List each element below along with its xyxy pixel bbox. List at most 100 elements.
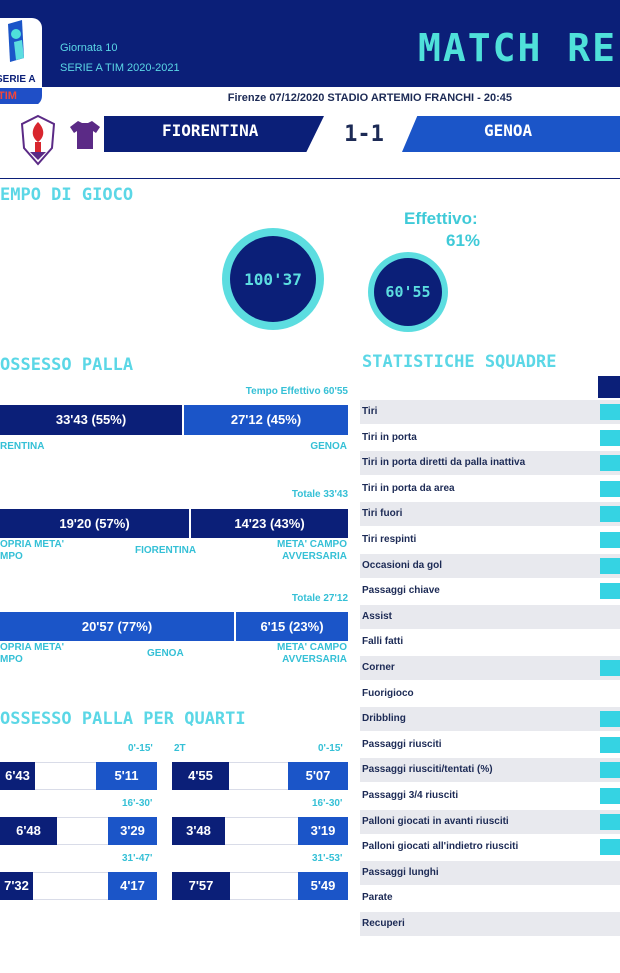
stats-row-label: Recuperi bbox=[362, 918, 405, 929]
stats-row-label: Fuorigioco bbox=[362, 688, 414, 699]
divider bbox=[0, 178, 620, 179]
stats-row-label: Tiri fuori bbox=[362, 508, 403, 519]
tempo-title: EMPO DI GIOCO bbox=[0, 185, 134, 205]
q3-2t-home: 7'57 bbox=[172, 872, 230, 900]
stats-row-label: Palloni giocati in avanti riusciti bbox=[362, 816, 509, 827]
season-label: SERIE A TIM 2020-2021 bbox=[60, 62, 180, 74]
gen-opp-half-label-2: AVVERSARIA bbox=[282, 654, 347, 665]
stats-row: Falli fatti bbox=[360, 630, 620, 654]
stats-row-label: Tiri in porta bbox=[362, 432, 417, 443]
q2-2t-gap bbox=[225, 817, 298, 845]
giornata-label: Giornata 10 bbox=[60, 42, 118, 54]
effective-time-circle: 60'55 bbox=[368, 252, 448, 332]
gen-own-half-label-2: MPO bbox=[0, 654, 23, 665]
stats-title: STATISTICHE SQUADRE bbox=[362, 352, 557, 372]
stats-row: Tiri respinti bbox=[360, 528, 620, 552]
stats-row-label: Passaggi 3/4 riusciti bbox=[362, 790, 459, 801]
stats-row-label: Tiri bbox=[362, 406, 378, 417]
fio-own-half-label-2: MPO bbox=[0, 551, 23, 562]
total-time-circle: 100'37 bbox=[222, 228, 324, 330]
gen-own-half-bar: 20'57 (77%) bbox=[0, 612, 234, 641]
home-team-bar bbox=[104, 116, 324, 152]
quarti-title: OSSESSO PALLA PER QUARTI bbox=[0, 709, 246, 729]
q2-2t-home: 3'48 bbox=[172, 817, 225, 845]
logo-text-tim: TIM bbox=[0, 88, 42, 104]
q3-1t-home: 7'32 bbox=[0, 872, 33, 900]
stats-value-cell bbox=[600, 762, 620, 778]
stats-row-label: Palloni giocati all'indietro riusciti bbox=[362, 841, 519, 852]
away-team-bar bbox=[402, 116, 620, 152]
effective-time-caption: Tempo Effettivo 60'55 bbox=[245, 386, 348, 397]
quarter-range-1t-1: 0'-15' bbox=[128, 743, 153, 754]
q2-1t-gap bbox=[57, 817, 108, 845]
stats-row: Passaggi 3/4 riusciti bbox=[360, 784, 620, 808]
stats-value-cell bbox=[600, 788, 620, 804]
serie-a-logo: SERIE A TIM bbox=[0, 18, 42, 106]
stats-value-cell bbox=[600, 839, 620, 855]
stats-row: Palloni giocati all'indietro riusciti bbox=[360, 835, 620, 859]
effettivo-label: Effettivo: bbox=[404, 209, 478, 228]
stats-value-cell bbox=[600, 814, 620, 830]
fiorentina-crest-icon bbox=[20, 114, 56, 166]
fio-team-label: FIORENTINA bbox=[135, 545, 197, 556]
q1-1t-away: 5'11 bbox=[96, 762, 157, 790]
stats-value-cell bbox=[600, 532, 620, 548]
q1-2t-home: 4'55 bbox=[172, 762, 229, 790]
quarter-range-2t-2: 16'-30' bbox=[312, 798, 343, 809]
stats-value-cell bbox=[600, 737, 620, 753]
possession-home-label: RENTINA bbox=[0, 441, 45, 452]
gen-own-half-label-1: OPRIA META' bbox=[0, 642, 65, 653]
stats-row-label: Passaggi riusciti bbox=[362, 739, 442, 750]
gen-opp-half-bar: 6'15 (23%) bbox=[236, 612, 348, 641]
home-team-name: FIORENTINA bbox=[162, 121, 259, 140]
q1-2t-away: 5'07 bbox=[288, 762, 348, 790]
stats-row: Passaggi riusciti bbox=[360, 733, 620, 757]
fio-opp-half-label-1: META' CAMPO bbox=[277, 539, 347, 550]
q2-1t-away: 3'29 bbox=[108, 817, 157, 845]
fio-opp-half-bar: 14'23 (43%) bbox=[191, 509, 348, 538]
q1-2t-gap bbox=[229, 762, 288, 790]
stats-row-label: Parate bbox=[362, 892, 393, 903]
stats-row: Parate bbox=[360, 886, 620, 910]
q2-1t-home: 6'48 bbox=[0, 817, 57, 845]
fio-own-half-bar: 19'20 (57%) bbox=[0, 509, 189, 538]
stats-header-cell bbox=[598, 376, 620, 398]
header-bar bbox=[0, 0, 620, 87]
stats-row-label: Passaggi chiave bbox=[362, 585, 440, 596]
stats-row-label: Assist bbox=[362, 611, 393, 622]
stats-row-label: Occasioni da gol bbox=[362, 560, 443, 571]
stats-row: Passaggi riusciti/tentati (%) bbox=[360, 758, 620, 782]
stats-row-label: Tiri in porta da area bbox=[362, 483, 455, 494]
away-team-name: GENOA bbox=[484, 121, 533, 140]
stats-row-label: Passaggi riusciti/tentati (%) bbox=[362, 764, 493, 775]
stats-row: Corner bbox=[360, 656, 620, 680]
team-kit-icon bbox=[70, 121, 100, 149]
stats-row: Tiri in porta da area bbox=[360, 477, 620, 501]
stats-row-label: Falli fatti bbox=[362, 636, 404, 647]
stats-value-cell bbox=[600, 404, 620, 420]
q1-1t-home: 6'43 bbox=[0, 762, 35, 790]
quarter-range-2t-1: 0'-15' bbox=[318, 743, 343, 754]
stats-value-cell bbox=[600, 558, 620, 574]
q3-2t-gap bbox=[230, 872, 298, 900]
total-time-value: 100'37 bbox=[230, 236, 316, 322]
q3-2t-away: 5'49 bbox=[298, 872, 348, 900]
stats-row-label: Passaggi lunghi bbox=[362, 867, 439, 878]
possession-home-bar: 33'43 (55%) bbox=[0, 405, 182, 435]
fio-own-half-label-1: OPRIA META' bbox=[0, 539, 65, 550]
stats-value-cell bbox=[600, 455, 620, 471]
stats-row-label: Tiri in porta diretti da palla inattiva bbox=[362, 457, 526, 468]
stats-value-cell bbox=[600, 430, 620, 446]
q2-2t-away: 3'19 bbox=[298, 817, 348, 845]
stats-row-label: Dribbling bbox=[362, 713, 406, 724]
fio-opp-half-label-2: AVVERSARIA bbox=[282, 551, 347, 562]
match-info: Firenze 07/12/2020 STADIO ARTEMIO FRANCH… bbox=[227, 92, 512, 104]
stats-value-cell bbox=[600, 583, 620, 599]
fio-total-caption: Totale 33'43 bbox=[291, 489, 348, 500]
stats-row: Tiri in porta bbox=[360, 426, 620, 450]
stats-row: Fuorigioco bbox=[360, 682, 620, 706]
effective-time-value: 60'55 bbox=[374, 258, 442, 326]
q1-1t-gap bbox=[35, 762, 96, 790]
serie-a-shield-icon bbox=[8, 20, 24, 62]
quarter-range-1t-3: 31'-47' bbox=[122, 853, 153, 864]
